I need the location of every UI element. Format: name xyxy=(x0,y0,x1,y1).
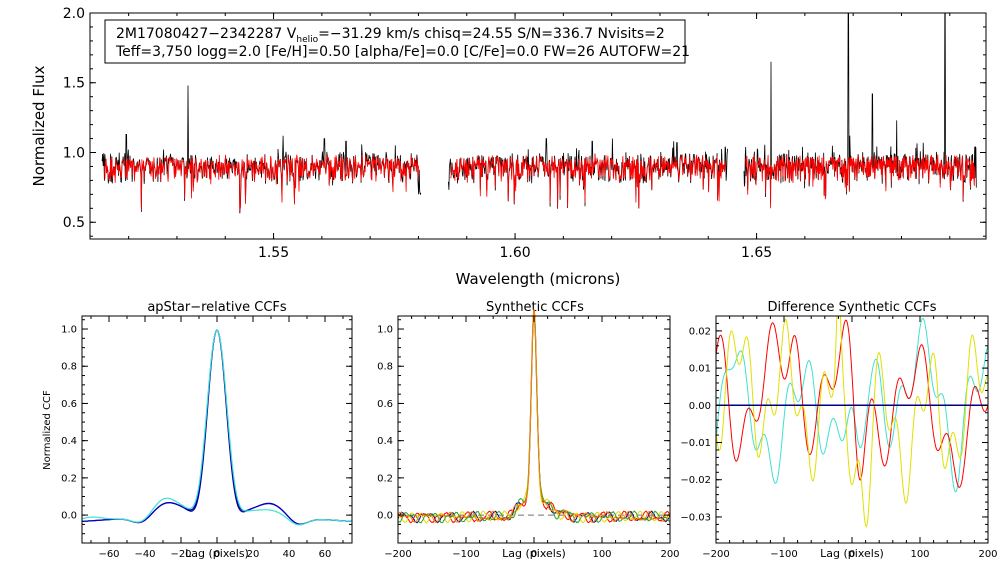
difference-ccf-axes: −200 −100 0 100 200 −0.03 −0.02 −0.01 0.00 0.01 0.… xyxy=(680,315,998,560)
apstar-ccf-panel: apStar−relative CCFs −60 −40 −20 0 20 40 60 0.0… xyxy=(42,300,353,560)
spectrum-observed-line xyxy=(101,85,422,214)
apstar-ccf-ytick-label: 0.0 xyxy=(61,511,77,522)
synthetic-ccf-ytick-label: 0.2 xyxy=(377,473,393,484)
synthetic-ccf-xtick-label: 200 xyxy=(660,549,679,560)
apstar-ccf-ytick-label: 0.6 xyxy=(61,399,77,410)
apstar-ccf-xtick-label: 60 xyxy=(319,549,332,560)
apstar-ccf-xtick-label: 40 xyxy=(283,549,296,560)
synthetic-ccf-ytick-label: 1.0 xyxy=(377,325,393,336)
difference-ccf-xtick-label: 0 xyxy=(849,549,855,560)
synthetic-ccf-xtick-label: 100 xyxy=(592,549,611,560)
spectrum-frame xyxy=(89,12,987,240)
synthetic-ccf-ytick-label: 0.6 xyxy=(377,399,393,410)
spectrum-xtick-label: 1.60 xyxy=(499,245,530,261)
apstar-ccf-ytick-label: 1.0 xyxy=(61,325,77,336)
synthetic-ccf-title: Synthetic CCFs xyxy=(486,300,584,315)
difference-ccf-ytick-label: 0.00 xyxy=(689,401,711,412)
synthetic-ccf-line xyxy=(397,309,671,524)
difference-ccf-frame xyxy=(715,315,989,544)
header-box-frame xyxy=(104,19,686,64)
synthetic-ccf-axes: −200 −100 0 100 200 0.0 0.2 0.4 0.6 0.8 1.0 xyxy=(377,316,680,560)
apstar-ccf-title: apStar−relative CCFs xyxy=(147,300,287,315)
apstar-ccf-ytick-label: 0.8 xyxy=(61,362,77,373)
apstar-ccf-xtick-label: 0 xyxy=(214,549,220,560)
spectrum-model-line xyxy=(745,154,976,209)
apstar-ccf-ytick-label: 0.2 xyxy=(61,473,77,484)
difference-ccf-panel: Difference Synthetic CCFs −200 −100 0 100 20… xyxy=(680,300,998,560)
difference-ccf-line xyxy=(716,316,988,528)
spectrum-ytick-label: 1.5 xyxy=(63,76,85,92)
apstar-ccf-xlabel: Lag (pixels) xyxy=(185,547,249,560)
spectrum-model-line xyxy=(450,154,726,209)
apstar-ccf-xtick-label: −60 xyxy=(98,549,119,560)
apstar-ccf-ylabel: Normalized CCF xyxy=(42,390,53,470)
apstar-ccf-line xyxy=(82,329,352,525)
header-line-2: Teff=3,750 logg=2.0 [Fe/H]=0.50 [alpha/F… xyxy=(115,44,690,60)
difference-ccf-xtick-label: −100 xyxy=(770,549,797,560)
synthetic-ccf-ytick-label: 0.0 xyxy=(377,511,393,522)
synthetic-ccf-lines xyxy=(397,309,671,524)
synthetic-ccf-line xyxy=(397,312,671,524)
apstar-ccf-line xyxy=(81,329,352,526)
apstar-ccf-frame xyxy=(81,315,353,544)
spectrum-xtick-label: 1.65 xyxy=(741,245,772,261)
synthetic-ccf-line xyxy=(397,311,670,524)
header-box: 2M17080427−2342287 Vhelio=−31.29 km/s ch… xyxy=(104,19,690,64)
difference-ccf-xlabel: Lag (pixels) xyxy=(820,547,884,560)
difference-ccf-ytick-label: −0.02 xyxy=(680,475,711,486)
difference-ccf-title: Difference Synthetic CCFs xyxy=(767,300,936,315)
spectrum-observed-line xyxy=(448,138,728,209)
header-line-1: 2M17080427−2342287 Vhelio=−31.29 km/s ch… xyxy=(116,26,665,45)
synthetic-ccf-xtick-label: −100 xyxy=(452,549,479,560)
difference-ccf-ytick-label: −0.01 xyxy=(680,438,711,449)
synthetic-ccf-ytick-label: 0.4 xyxy=(377,436,393,447)
spectrum-ytick-label: 2.0 xyxy=(63,6,85,22)
apstar-ccf-xtick-label: 20 xyxy=(247,549,260,560)
spectrum-panel: 1.55 1.60 1.65 0.5 1.0 1.5 2.0 Wavelength (mic… xyxy=(30,6,987,288)
apstar-ccf-xtick-label: −40 xyxy=(134,549,155,560)
synthetic-ccf-line xyxy=(397,309,671,524)
difference-ccf-xtick-label: 100 xyxy=(910,549,929,560)
synthetic-ccf-panel: Synthetic CCFs −200 −100 0 100 200 0.0 0.2 0.4 0… xyxy=(377,300,679,560)
synthetic-ccf-xlabel: Lag (pixels) xyxy=(502,547,566,560)
difference-ccf-lines xyxy=(716,316,988,528)
spectrum-lines xyxy=(101,13,977,214)
header-line-1-suffix: =−31.29 km/s chisq=24.55 S/N=336.7 Nvisi… xyxy=(318,26,665,42)
spectrum-ylabel: Normalized Flux xyxy=(30,65,48,186)
synthetic-ccf-xtick-label: −200 xyxy=(384,549,411,560)
difference-ccf-ytick-label: 0.02 xyxy=(689,326,711,337)
spectrum-ytick-label: 1.0 xyxy=(63,145,85,161)
apstar-ccf-axes: −60 −40 −20 0 20 40 60 0.0 0.2 0.4 0.6 0.8 1.0 xyxy=(61,316,352,560)
synthetic-ccf-line xyxy=(397,317,671,524)
difference-ccf-line xyxy=(716,319,988,488)
apstar-ccf-ytick-label: 0.4 xyxy=(61,436,77,447)
spectrum-axes: 1.55 1.60 1.65 0.5 1.0 1.5 2.0 xyxy=(63,6,986,261)
apstar-ccf-line xyxy=(82,329,352,525)
spectrum-ytick-label: 0.5 xyxy=(63,215,85,231)
spectrum-xtick-label: 1.55 xyxy=(258,245,289,261)
difference-ccf-xtick-label: −200 xyxy=(702,549,729,560)
difference-ccf-ytick-label: −0.03 xyxy=(680,512,711,523)
header-helio-subscript: helio xyxy=(296,35,318,45)
difference-ccf-line xyxy=(716,317,988,493)
difference-ccf-ytick-label: 0.01 xyxy=(689,364,711,375)
apstar-ccf-lines xyxy=(81,329,352,526)
synthetic-ccf-frame xyxy=(397,315,671,544)
difference-ccf-xtick-label: 200 xyxy=(978,549,997,560)
synthetic-ccf-ytick-label: 0.8 xyxy=(377,362,393,373)
spectrum-model-line xyxy=(104,154,419,212)
apstar-ccf-xtick-label: −20 xyxy=(170,549,191,560)
header-line-1-prefix: 2M17080427−2342287 V xyxy=(116,26,297,42)
synthetic-ccf-xtick-label: 0 xyxy=(531,549,537,560)
spectrum-xlabel: Wavelength (microns) xyxy=(456,270,621,288)
